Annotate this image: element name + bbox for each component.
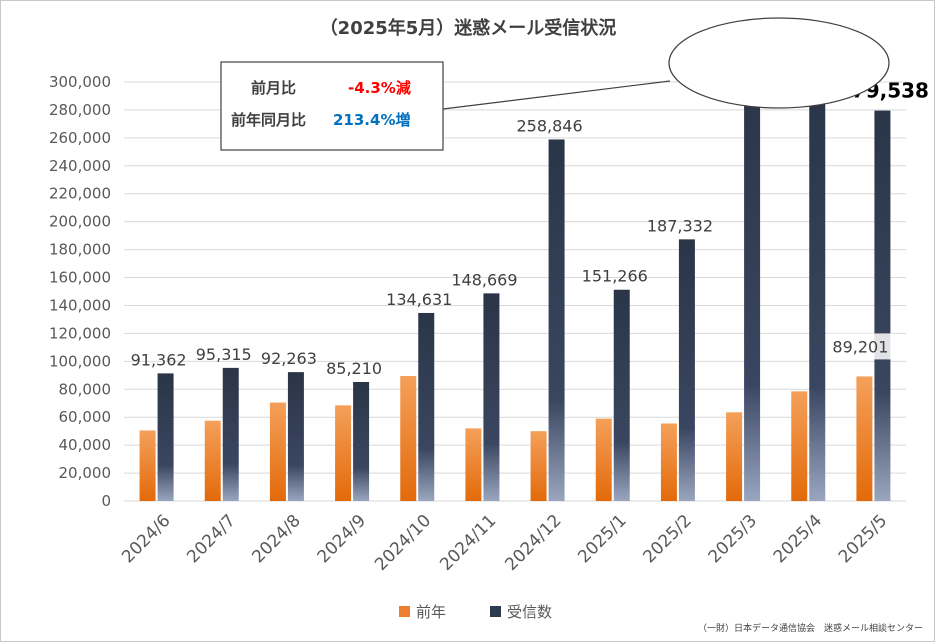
x-tick-label: 2024/7 bbox=[183, 511, 239, 567]
bar-previous-year bbox=[856, 376, 873, 501]
y-tick-label: 60,000 bbox=[59, 408, 112, 426]
bar-previous-year bbox=[465, 428, 482, 501]
y-tick-label: 40,000 bbox=[59, 436, 112, 454]
y-tick-label: 200,000 bbox=[49, 213, 111, 231]
y-tick-label: 120,000 bbox=[49, 324, 111, 342]
bar-received bbox=[287, 372, 304, 501]
bar-received bbox=[809, 93, 826, 501]
x-tick-label: 2025/1 bbox=[574, 511, 630, 567]
bar-previous-year bbox=[791, 391, 808, 501]
bar-previous-year bbox=[139, 430, 156, 501]
y-tick-label: 140,000 bbox=[49, 296, 111, 314]
bar-received bbox=[678, 239, 695, 502]
y-tick-label: 100,000 bbox=[49, 352, 111, 370]
bar-received bbox=[613, 289, 630, 501]
data-label-received: 91,362 bbox=[131, 350, 187, 369]
bar-previous-year bbox=[204, 420, 221, 501]
y-tick-label: 80,000 bbox=[59, 380, 112, 398]
y-tick-label: 160,000 bbox=[49, 269, 111, 287]
x-axis-tick-labels: 2024/6 2024/7 2024/8 2024/9 2024/10 2024/11 20… bbox=[118, 511, 891, 575]
legend-swatch-previous-year bbox=[399, 606, 410, 617]
bar-received bbox=[353, 381, 370, 501]
y-tick-label: 240,000 bbox=[49, 157, 111, 175]
y-tick-label: 220,000 bbox=[49, 185, 111, 203]
x-tick-label: 2025/5 bbox=[835, 511, 891, 567]
callout-yoy-value: 213.4%増 bbox=[333, 111, 410, 129]
data-label-received: 187,332 bbox=[647, 216, 713, 235]
y-tick-label: 260,000 bbox=[49, 129, 111, 147]
x-tick-label: 2024/10 bbox=[371, 511, 435, 575]
data-label-received: 258,846 bbox=[516, 116, 582, 135]
chart-title: （2025年5月）迷惑メール受信状況 bbox=[320, 17, 617, 39]
bar-previous-year bbox=[335, 405, 352, 501]
bar-previous-year bbox=[595, 418, 612, 501]
bar-received bbox=[483, 293, 500, 501]
legend-label-previous-year: 前年 bbox=[416, 603, 446, 621]
x-tick-label: 2025/2 bbox=[639, 511, 695, 567]
data-label-received: 134,631 bbox=[386, 290, 452, 309]
x-tick-label: 2024/6 bbox=[118, 511, 174, 567]
bar-previous-year bbox=[530, 431, 547, 501]
bar-received bbox=[548, 139, 565, 501]
y-tick-label: 180,000 bbox=[49, 241, 111, 259]
legend: 前年 受信数 bbox=[399, 603, 552, 621]
data-label-received: 95,315 bbox=[196, 345, 252, 364]
callout-mom-value: -4.3%減 bbox=[348, 79, 411, 97]
x-tick-label: 2025/4 bbox=[770, 511, 826, 567]
data-label-previous-year: 89,201 bbox=[832, 337, 888, 356]
bar-previous-year bbox=[660, 423, 677, 501]
x-tick-label: 2024/12 bbox=[501, 511, 565, 575]
data-label-received: 151,266 bbox=[582, 267, 648, 286]
bars bbox=[139, 83, 891, 502]
bar-received bbox=[157, 373, 174, 501]
y-tick-label: 280,000 bbox=[49, 101, 111, 119]
bar-received bbox=[222, 367, 239, 501]
y-axis-tick-labels: 0 20,000 40,000 60,000 80,000 100,000 120,000 1… bbox=[49, 73, 111, 510]
callout-panel bbox=[220, 61, 444, 151]
bar-previous-year bbox=[269, 402, 286, 501]
callout-connector bbox=[442, 80, 671, 110]
bar-received bbox=[744, 83, 761, 502]
callout-box: 前月比 -4.3%減 前年同月比 213.4%増 bbox=[220, 17, 890, 151]
x-tick-label: 2025/3 bbox=[705, 511, 761, 567]
x-tick-label: 2024/8 bbox=[248, 511, 304, 567]
x-tick-label: 2024/11 bbox=[436, 511, 500, 575]
bar-previous-year bbox=[726, 412, 743, 501]
bar-received bbox=[874, 110, 891, 502]
bar-previous-year bbox=[400, 375, 417, 501]
bar-received bbox=[418, 312, 435, 501]
callout-yoy-label: 前年同月比 bbox=[231, 111, 306, 129]
callout-ellipse bbox=[668, 17, 890, 109]
x-tick-label: 2024/9 bbox=[314, 511, 370, 567]
data-label-backing bbox=[827, 333, 893, 360]
y-tick-label: 20,000 bbox=[59, 464, 112, 482]
data-label-received: 85,210 bbox=[326, 359, 382, 378]
legend-swatch-received bbox=[490, 606, 501, 617]
gridlines bbox=[124, 81, 906, 474]
legend-label-received: 受信数 bbox=[507, 603, 552, 621]
y-tick-label: 300,000 bbox=[49, 73, 111, 91]
source-note: （一財）日本データ通信協会 迷惑メール相談センター bbox=[698, 622, 923, 634]
data-label-received: 92,263 bbox=[261, 349, 317, 368]
data-label-received: 148,669 bbox=[451, 270, 517, 289]
callout-mom-label: 前月比 bbox=[251, 79, 296, 97]
y-tick-label: 0 bbox=[101, 492, 111, 510]
